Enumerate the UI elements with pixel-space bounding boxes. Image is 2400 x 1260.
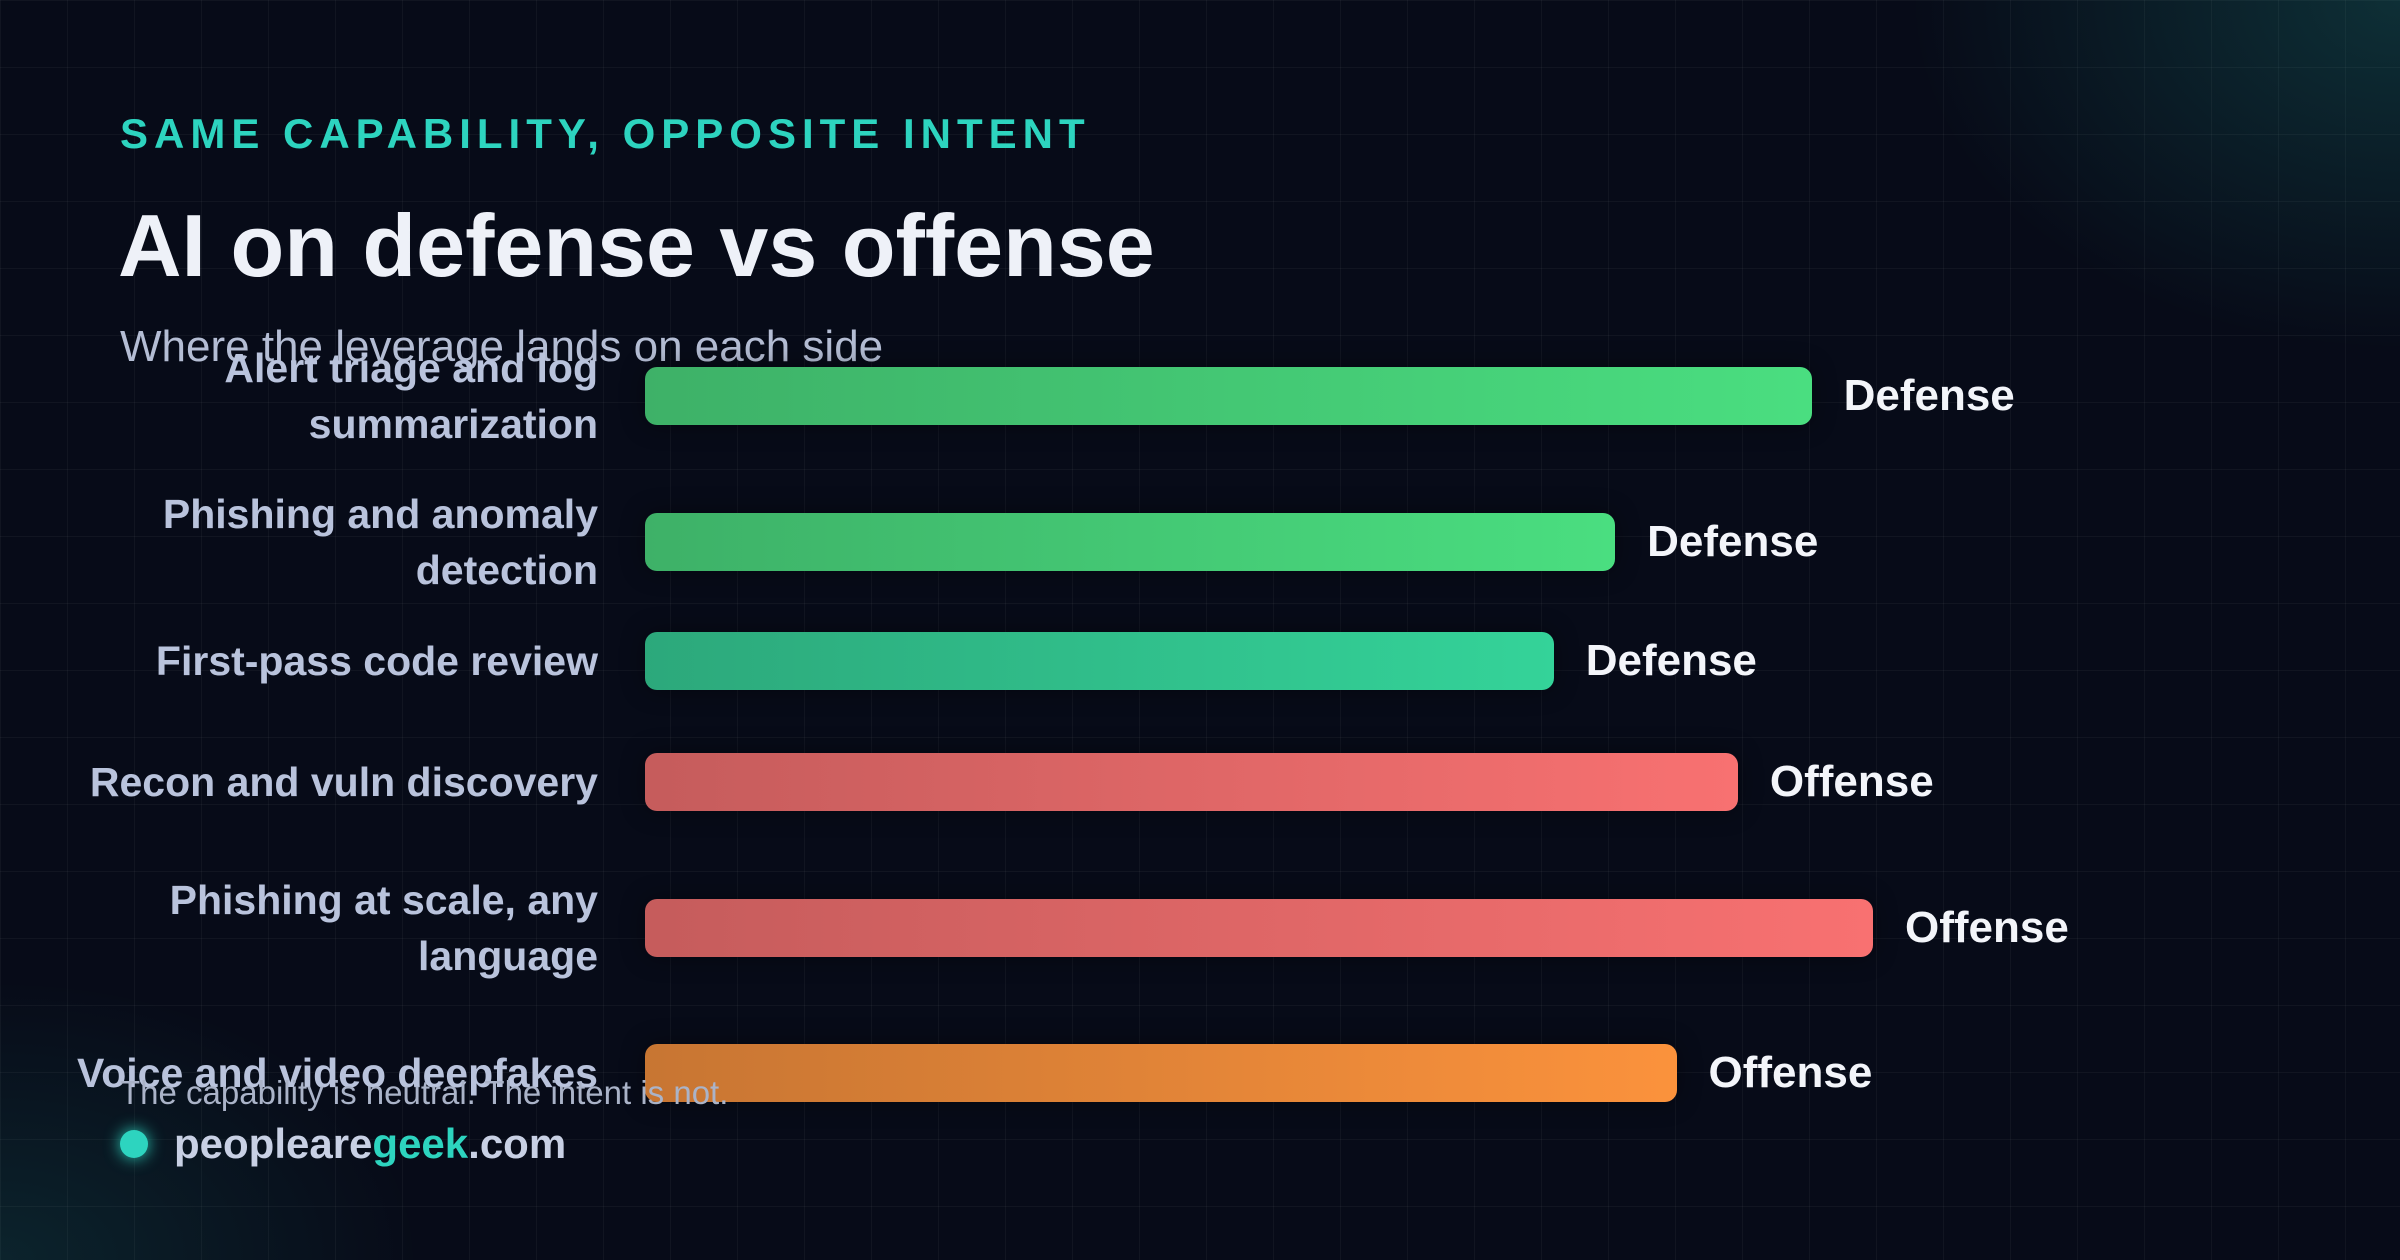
side-label: Offense <box>1905 903 2069 952</box>
category-label: First-pass code review <box>155 638 598 684</box>
bar <box>645 513 1616 571</box>
brand-text: geek <box>372 1120 469 1167</box>
bar <box>645 753 1738 811</box>
title: AI on defense vs offense <box>118 196 1155 295</box>
side-label: Offense <box>1769 757 1934 806</box>
category-label: Voice and video deepfakes <box>76 1050 598 1096</box>
side-label: Defense <box>1843 371 2015 420</box>
side-label: Defense <box>1647 517 1819 566</box>
bar <box>645 367 1812 425</box>
brand-dot <box>120 1130 148 1158</box>
side-label: Offense <box>1708 1048 1873 1097</box>
side-label: Defense <box>1585 636 1757 685</box>
bar <box>645 1044 1677 1102</box>
category-label: Recon and vuln discovery <box>89 759 598 805</box>
brand-text: .com <box>468 1120 567 1167</box>
brand-text: peopleare <box>174 1120 373 1167</box>
bar <box>645 899 1873 957</box>
subtitle: Where the leverage lands on each side <box>120 322 884 371</box>
footer-note: The capability is neutral. The intent is… <box>120 1074 729 1111</box>
category-label: Phishing at scale, any language <box>169 877 598 979</box>
bar <box>645 632 1554 690</box>
eyebrow: SAME CAPABILITY, OPPOSITE INTENT <box>120 110 1091 157</box>
category-label: Phishing and anomaly detection <box>162 491 598 593</box>
category-label: Alert triage and log summarization <box>224 345 598 447</box>
brand: peopleare geek .com <box>120 1120 566 1168</box>
